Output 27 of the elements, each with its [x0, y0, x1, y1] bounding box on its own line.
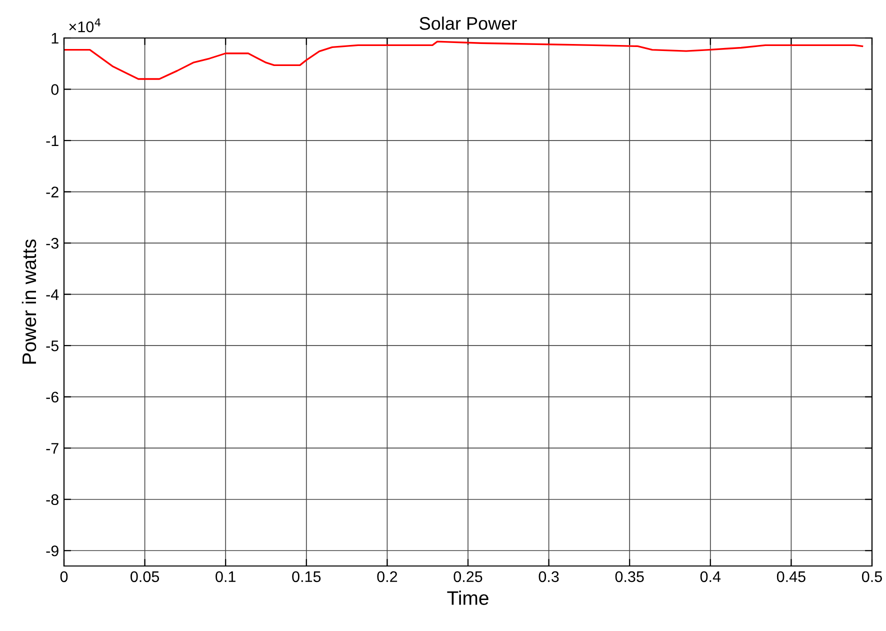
x-tick-label: 0.15: [292, 571, 321, 582]
y-axis-title: Power in watts: [22, 239, 36, 364]
x-tick-label: 0.25: [454, 571, 482, 582]
y-tick-label: -3: [46, 238, 58, 249]
y-tick-label: -4: [46, 289, 59, 300]
y-tick-label: 1: [52, 33, 58, 44]
y-tick-label: -2: [46, 186, 58, 198]
y-tick-label: -1: [46, 136, 58, 146]
y-tick-label: -8: [46, 494, 58, 506]
x-tick-label: 0: [60, 571, 68, 582]
y-tick-label: -5: [46, 340, 58, 352]
y-tick-label: -9: [46, 545, 58, 556]
x-tick-label: 0.3: [538, 571, 559, 582]
x-tick-label: 0.4: [700, 571, 721, 582]
text: ×10$^{4}$: [69, 18, 101, 32]
x-tick-label: 0.2: [377, 571, 398, 582]
x-tick-label: 0.1: [216, 571, 236, 582]
x-tick-label: 0.35: [615, 571, 644, 582]
x-tick-label: 0.5: [862, 571, 882, 582]
x-axis-title: Time: [447, 590, 488, 605]
x-tick-label: 0.45: [776, 571, 806, 582]
y-tick-label: -6: [46, 392, 58, 403]
line-series: [64, 40, 864, 80]
chart-title: Solar Power: [420, 16, 517, 30]
y-tick-label: 0: [51, 84, 59, 95]
y-tick-label: -7: [46, 443, 58, 454]
x-tick-label: 0.05: [130, 571, 160, 582]
